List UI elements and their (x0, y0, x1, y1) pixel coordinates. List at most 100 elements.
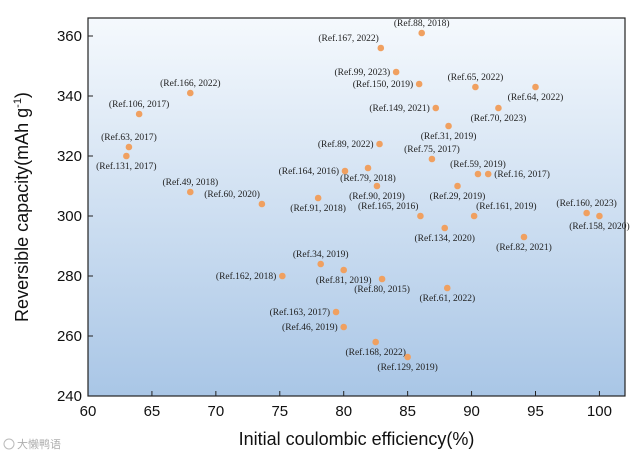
data-point (392, 68, 400, 76)
data-point-label: (Ref.82, 2021) (496, 242, 552, 253)
data-point (341, 167, 349, 175)
x-tick-label: 80 (335, 403, 352, 420)
data-point-label: (Ref.75, 2017) (404, 144, 460, 155)
data-point (279, 272, 286, 280)
data-point (484, 170, 492, 178)
data-point-label: (Ref.31, 2019) (421, 131, 477, 142)
data-point (372, 338, 379, 346)
data-point-label: (Ref.63, 2017) (101, 132, 157, 143)
data-point-label: (Ref.88, 2018) (394, 18, 450, 29)
y-tick-label: 340 (57, 88, 82, 105)
data-point-label: (Ref.49, 2018) (162, 177, 218, 188)
x-tick-label: 90 (463, 403, 480, 420)
data-point (317, 260, 325, 268)
data-point (428, 155, 436, 163)
data-point (404, 353, 411, 361)
x-axis-title: Initial coulombic efficiency(%) (239, 429, 475, 449)
data-point-label: (Ref.64, 2022) (508, 92, 564, 103)
data-point (445, 122, 452, 130)
data-point (418, 29, 426, 37)
data-point (123, 152, 130, 160)
x-tick-label: 60 (80, 403, 97, 420)
data-point (364, 164, 372, 172)
data-point (186, 188, 194, 196)
data-point-label: (Ref.106, 2017) (109, 99, 169, 110)
data-point-label: (Ref.91, 2018) (290, 203, 346, 214)
data-point (583, 209, 590, 217)
data-point (454, 182, 461, 190)
data-point-label: (Ref.59, 2019) (450, 159, 506, 170)
data-points: (Ref.88, 2018) (Ref.167, 2022) (Ref.99, 20… (96, 18, 629, 373)
data-point (125, 143, 133, 151)
x-tick-label: 70 (208, 403, 225, 420)
data-point (340, 266, 348, 274)
data-point-label: (Ref.165, 2016) (358, 201, 418, 212)
data-point (377, 44, 385, 52)
data-point (373, 182, 381, 190)
data-point (332, 308, 340, 316)
data-point (495, 104, 502, 112)
watermark-icon (3, 438, 15, 450)
y-axis-title-superscript: -1 (12, 98, 24, 108)
x-tick-label: 75 (271, 403, 288, 420)
data-point (432, 104, 440, 112)
data-point-label: (Ref.81, 2019) (316, 275, 372, 286)
x-tick-label: 65 (144, 403, 161, 420)
data-point (417, 212, 424, 220)
data-point (532, 83, 539, 91)
x-tick-label: 100 (587, 403, 612, 420)
data-point (376, 140, 383, 148)
data-point-label: (Ref.65, 2022) (448, 72, 504, 83)
y-axis-title-end: ) (12, 92, 32, 98)
data-point-label: (Ref.16, 2017) (494, 169, 550, 180)
data-point (441, 224, 449, 232)
data-point-label: (Ref.70, 2023) (471, 113, 527, 124)
data-point-label: (Ref.89, 2022) (318, 139, 374, 150)
data-point-label: (Ref.161, 2019) (476, 201, 536, 212)
data-point-label: (Ref.46, 2019) (282, 322, 338, 333)
data-point-label: (Ref.162, 2018) (216, 271, 276, 282)
y-axis-title: Reversible capacity(mAh g-1) (12, 92, 32, 322)
data-point-label: (Ref.166, 2022) (160, 78, 220, 89)
axis-ticks: 60 65 70 75 80 85 90 95 100 240 260 280 300 320 340 360 (57, 28, 612, 420)
y-tick-label: 300 (57, 208, 82, 225)
data-point (186, 89, 194, 97)
data-point (520, 233, 528, 241)
data-point (378, 275, 386, 283)
y-tick-label: 320 (57, 148, 82, 165)
data-point-label: (Ref.80, 2015) (354, 284, 410, 295)
data-point-label: (Ref.164, 2016) (279, 166, 339, 177)
data-point-label: (Ref.168, 2022) (345, 347, 405, 358)
data-point (415, 80, 423, 88)
data-point (474, 170, 482, 178)
data-point-label: (Ref.60, 2020) (204, 189, 260, 200)
data-point-label: (Ref.163, 2017) (270, 307, 330, 318)
data-point (443, 284, 451, 292)
data-point-label: (Ref.158, 2020) (569, 221, 629, 232)
data-point-label: (Ref.167, 2022) (318, 33, 378, 44)
y-tick-label: 240 (57, 388, 82, 405)
data-point-label: (Ref.79, 2018) (340, 173, 396, 184)
data-point (314, 194, 322, 202)
watermark-text: 大懒鸭语 (17, 437, 61, 451)
plot-area (87, 17, 626, 397)
data-point (340, 323, 348, 331)
data-point-label: (Ref.134, 2020) (415, 233, 475, 244)
data-point-label: (Ref.90, 2019) (349, 191, 405, 202)
data-point-label: (Ref.160, 2023) (556, 198, 616, 209)
data-point-label: (Ref.99, 2023) (334, 67, 390, 78)
watermark: 大懒鸭语 (3, 437, 61, 451)
y-tick-label: 280 (57, 268, 82, 285)
data-point-label: (Ref.129, 2019) (377, 362, 437, 373)
y-axis-title-main: Reversible capacity(mAh g (12, 108, 32, 322)
data-point-label: (Ref.29, 2019) (430, 191, 486, 202)
data-point-label: (Ref.61, 2022) (419, 293, 475, 304)
data-point (258, 200, 266, 208)
data-point-label: (Ref.149, 2021) (369, 103, 429, 114)
data-point (470, 212, 478, 220)
data-point-label: (Ref.131, 2017) (96, 161, 156, 172)
data-point (135, 110, 143, 118)
y-tick-label: 360 (57, 28, 82, 45)
x-tick-label: 85 (399, 403, 416, 420)
